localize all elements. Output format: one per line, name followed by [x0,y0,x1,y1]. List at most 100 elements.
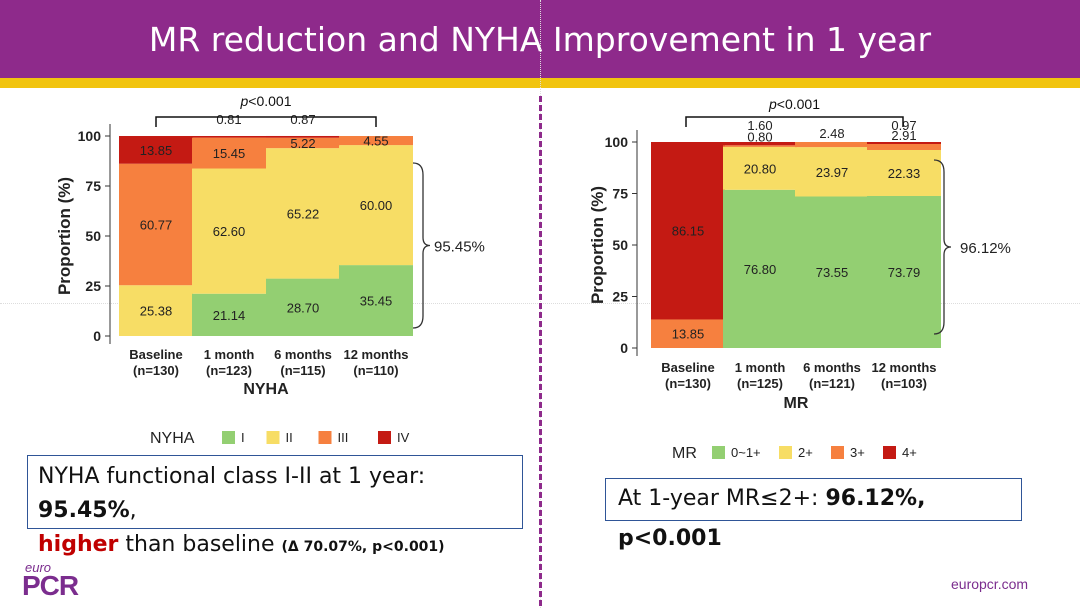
nyha-p-value: p<0.001 [239,93,291,109]
mr-bar-1-2 [723,146,797,190]
nyha-bar-3-I [339,265,413,336]
nyha-summary-comma: , [129,498,137,523]
mr-bar-1-3 [723,145,797,147]
mr-x-tick-label: 12 months [871,360,936,375]
mr-summary-text: At 1-year MR≤2+: [618,486,826,511]
nyha-bar-0-III [119,163,193,286]
mr-legend-swatch [712,446,725,459]
mr-brace [933,159,952,335]
mr-bar-3-2 [867,149,941,196]
nyha-bar-0-IV [119,136,193,164]
nyha-summary-text2: than baseline [118,532,282,557]
nyha-x-axis-label: NYHA [243,381,289,398]
mr-data-label: 22.33 [888,166,921,181]
nyha-x-tick-sublabel: (n=123) [206,363,252,378]
mr-summary-value: 96.12%, p<0.001 [618,486,926,551]
mr-x-tick-sublabel: (n=125) [737,376,783,391]
nyha-data-label: 13.85 [140,143,173,158]
nyha-data-label: 62.60 [213,224,246,239]
nyha-data-label: 0.87 [290,112,315,127]
nyha-data-label: 15.45 [213,146,246,161]
nyha-x-tick-label: 12 months [343,347,408,362]
nyha-x-tick-sublabel: (n=110) [353,363,398,378]
mr-bar-2-2 [795,147,869,197]
mr-data-label: 2.91 [891,128,916,143]
mr-x-tick-label: 6 months [803,360,861,375]
nyha-data-label: 25.38 [140,304,173,319]
nyha-bar-1-III [192,137,266,169]
nyha-legend-label: II [286,430,293,445]
mr-bar-0-4 [651,142,725,320]
nyha-data-label: 4.55 [363,134,388,149]
mr-y-tick-label: 50 [612,237,628,253]
nyha-legend-label: I [241,430,245,445]
nyha-legend-swatch [318,431,332,444]
nyha-y-axis-label: Proportion (%) [55,177,74,295]
mr-data-label: 20.80 [744,161,777,176]
mr-data-label: 23.97 [816,165,849,180]
mr-p-value: p<0.001 [768,96,820,112]
mr-legend-label: 4+ [902,445,917,460]
nyha-data-label: 28.70 [287,300,320,315]
nyha-bar-2-III [266,137,340,149]
nyha-summary-box: NYHA functional class I-II at 1 year: 95… [27,455,523,557]
nyha-bar-1-IV [192,136,266,138]
nyha-bar-2-I [266,278,340,336]
mr-data-label: 13.85 [672,327,705,342]
nyha-bar-3-II [339,145,413,266]
mr-brace-label: 96.12% [960,240,1011,257]
mr-data-label: 86.15 [672,224,705,239]
mr-y-tick-label: 0 [620,340,628,356]
nyha-summary-delta: (Δ 70.07%, p<0.001) [281,539,445,555]
mr-y-axis-label: Proportion (%) [588,186,607,304]
nyha-data-label: 65.22 [287,206,320,221]
nyha-bar-2-II [266,148,340,279]
nyha-x-tick-label: 6 months [274,347,332,362]
nyha-summary-line2: higher than baseline (Δ 70.07%, p<0.001) [38,528,522,564]
nyha-x-tick-sublabel: (n=130) [133,363,179,378]
footer-url: europcr.com [951,576,1029,592]
mr-data-label: 0.97 [891,118,916,133]
nyha-legend-swatch [222,431,235,444]
nyha-legend-swatch [378,431,391,444]
mr-significance-bracket [685,116,904,127]
mr-bar-2-3 [795,142,869,148]
mr-x-tick-sublabel: (n=130) [665,376,711,391]
nyha-data-label: 21.14 [213,308,246,323]
nyha-data-label: 5.22 [290,136,315,151]
mr-legend-label: 0~1+ [731,445,761,460]
mr-bar-0-3 [651,319,725,348]
mr-legend-title: MR [672,445,697,462]
nyha-y-tick-label: 50 [85,228,101,244]
mr-bar-1-01 [723,189,797,348]
mr-bar-3-4 [867,142,941,144]
mr-legend-label: 3+ [850,445,865,460]
nyha-legend-label: IV [397,430,410,445]
mr-legend-swatch [831,446,844,459]
nyha-bar-0-II [119,285,193,336]
nyha-summary-highlight: higher [38,532,119,557]
mr-x-tick-label: 1 month [735,360,786,375]
panel-divider [539,96,542,606]
nyha-bar-3-III [339,136,413,146]
mr-bar-3-01 [867,195,941,348]
mr-x-tick-sublabel: (n=121) [809,376,855,391]
nyha-brace [412,162,431,329]
nyha-y-tick-label: 0 [93,328,101,344]
nyha-x-tick-sublabel: (n=115) [280,363,325,378]
mr-y-tick-label: 75 [612,186,628,202]
mr-bar-2-01 [795,196,869,348]
mr-data-label: 2.48 [819,126,844,141]
mr-x-tick-sublabel: (n=103) [881,376,927,391]
mr-y-tick-label: 100 [605,134,629,150]
nyha-bar-1-II [192,168,266,294]
logo-euro-text: euro [25,560,52,575]
mr-data-label: 1.60 [747,118,772,133]
nyha-summary-text: NYHA functional class I-II at 1 year: [38,464,426,489]
nyha-legend-title: NYHA [150,430,195,447]
logo-pcr-text: PCR [22,570,79,601]
mr-x-axis-label: MR [784,395,809,412]
mr-bar-1-4 [723,142,797,146]
mr-x-tick-label: Baseline [661,360,714,375]
